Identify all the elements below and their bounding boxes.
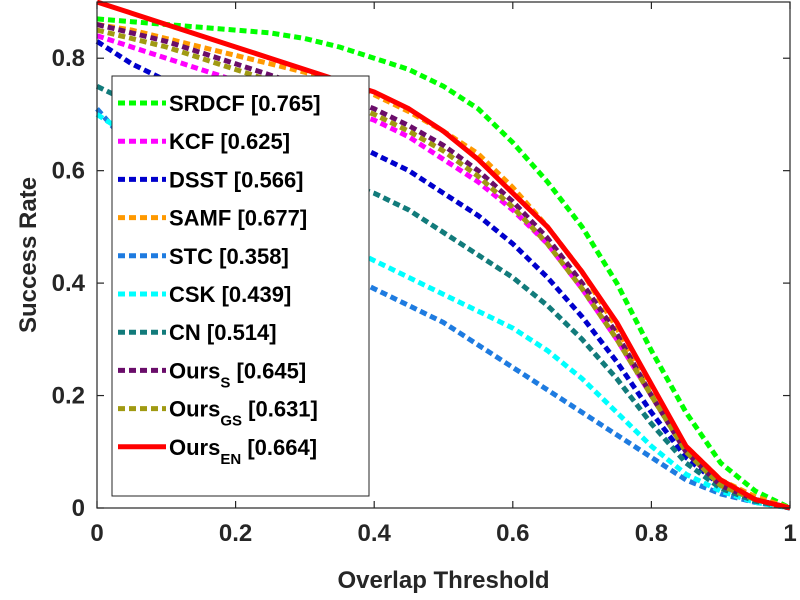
y-tick-label: 0.4	[52, 270, 86, 297]
y-axis-label: Success Rate	[15, 177, 42, 333]
series-line-ours-en	[96, 0, 791, 511]
legend-entry: SAMF [0.677]	[169, 206, 307, 231]
series-line-ours-s	[96, 22, 791, 511]
legend: SRDCF [0.765] KCF [0.625] DSST [0.566] SAMF…	[111, 75, 370, 497]
series-line-dsst	[95, 39, 791, 511]
x-tick-label: 1	[783, 520, 796, 547]
legend-entry: CN [0.514]	[169, 320, 277, 345]
legend-entry: CSK [0.439]	[169, 282, 291, 307]
series-line-srdcf	[96, 16, 792, 511]
legend-entry: SRDCF [0.765]	[169, 91, 321, 116]
x-tick-label: 0.8	[635, 520, 668, 547]
x-tick-label: 0.4	[358, 520, 392, 547]
legend-box	[111, 75, 370, 497]
x-tick-label: 0.6	[496, 520, 529, 547]
x-axis-label: Overlap Threshold	[337, 567, 549, 594]
y-tick-label: 0.6	[52, 158, 85, 185]
axes-layer: 0 0.2 0.4 0.6 0.8 1 0 0.2 0.4 0.6 0.8	[52, 1, 797, 547]
axes-box	[96, 1, 791, 509]
x-tick-label: 0.2	[219, 520, 252, 547]
legend-entry: OursGS [0.631]	[169, 397, 318, 430]
x-tick-label: 0	[90, 520, 103, 547]
legend-entry: OursEN [0.664]	[169, 435, 317, 468]
series-line-ours-gs	[96, 27, 791, 511]
legend-entry: STC [0.358]	[169, 244, 289, 269]
y-tick-label: 0.2	[52, 383, 85, 410]
series-line-stc	[95, 107, 791, 511]
y-tick-label: 0.8	[52, 45, 85, 72]
y-tick-label: 0	[72, 495, 85, 522]
legend-entry: KCF [0.625]	[169, 129, 290, 154]
legend-entry: DSST [0.566]	[169, 167, 304, 192]
legend-entry: OursS [0.645]	[169, 358, 306, 391]
